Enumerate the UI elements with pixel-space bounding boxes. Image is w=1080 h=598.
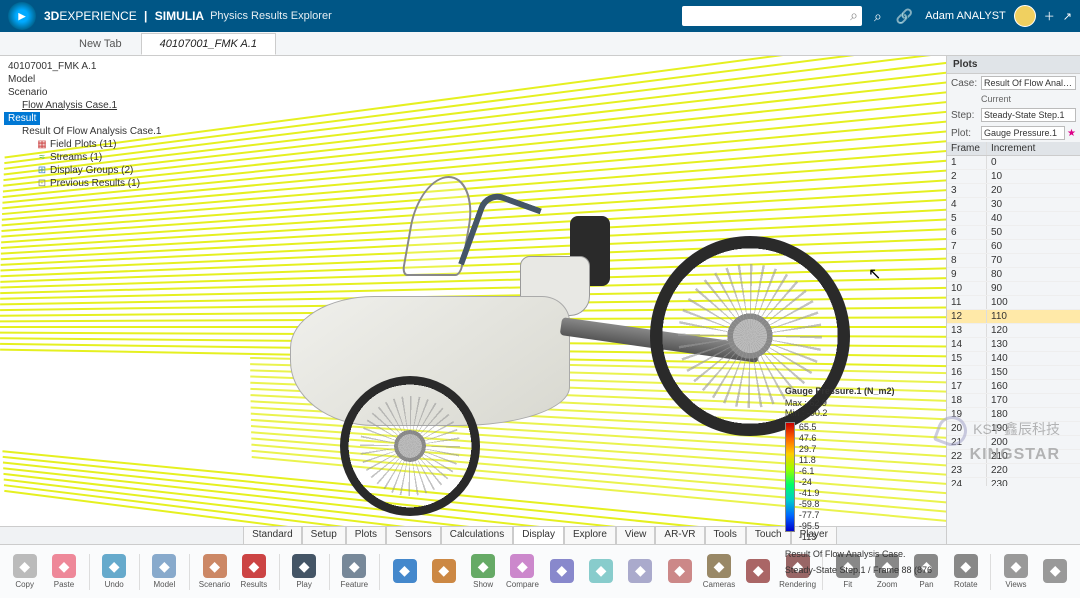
frame-row[interactable]: 1090 <box>947 282 1080 296</box>
frame-row[interactable]: 540 <box>947 212 1080 226</box>
frame-row[interactable]: 11100 <box>947 296 1080 310</box>
avatar[interactable] <box>1014 5 1036 27</box>
bottom-tab-setup[interactable]: Setup <box>302 526 346 544</box>
frame-row[interactable]: 650 <box>947 226 1080 240</box>
tree-model[interactable]: Model <box>4 73 164 86</box>
tree-displaygroups[interactable]: ⊞Display Groups (2) <box>32 164 164 177</box>
tool-icon[interactable]: ◆ <box>425 557 462 587</box>
frame-row[interactable]: 10 <box>947 156 1080 170</box>
tab-bar: New Tab 40107001_FMK A.1 <box>0 32 1080 56</box>
frame-table-head: Frame Increment <box>947 142 1080 156</box>
tool-icon[interactable]: ◆ <box>1037 557 1074 587</box>
bottom-tab-calculations[interactable]: Calculations <box>441 526 513 544</box>
tool-icon[interactable]: ◆ <box>543 557 580 587</box>
tree-scenario[interactable]: Scenario <box>4 86 164 99</box>
frame-row[interactable]: 24230 <box>947 478 1080 486</box>
watermark: KST 鑫辰科技 KINGSTAR <box>937 416 1060 464</box>
tool-feature[interactable]: ◆Feature <box>336 552 373 591</box>
compass-icon[interactable]: ▶ <box>8 2 36 30</box>
legend-min: Min : -90.2 <box>785 408 932 418</box>
frame-row[interactable]: 430 <box>947 198 1080 212</box>
legend-max: Max : 62.9 <box>785 398 932 408</box>
search-icon[interactable]: ⌕ <box>874 8 882 25</box>
workspace: ↖ 40107001_FMK A.1 Model Scenario Flow A… <box>0 56 1080 544</box>
frame-row[interactable]: 23220 <box>947 464 1080 478</box>
link-icon[interactable]: 🔗 <box>896 8 913 25</box>
frame-row[interactable]: 320 <box>947 184 1080 198</box>
tool-results[interactable]: ◆Results <box>235 552 272 591</box>
tool-play[interactable]: ◆Play <box>285 552 322 591</box>
top-icons: ⌕ 🔗 <box>874 8 913 25</box>
frame-row[interactable]: 870 <box>947 254 1080 268</box>
tool-icon[interactable]: ◆ <box>740 557 777 587</box>
tool-undo[interactable]: ◆Undo <box>96 552 133 591</box>
tool-icon[interactable]: ◆ <box>386 557 423 587</box>
tool-compare[interactable]: ◆Compare <box>504 552 541 591</box>
tool-icon[interactable]: ◆ <box>661 557 698 587</box>
tree-root[interactable]: 40107001_FMK A.1 <box>4 60 164 73</box>
bottom-tab-sensors[interactable]: Sensors <box>386 526 441 544</box>
frame-row[interactable]: 18170 <box>947 394 1080 408</box>
tool-rotate[interactable]: ◆Rotate <box>947 552 984 591</box>
search-input[interactable] <box>682 6 862 26</box>
frame-row[interactable]: 14130 <box>947 338 1080 352</box>
bottom-tab-view[interactable]: View <box>616 526 656 544</box>
bottom-tab-standard[interactable]: Standard <box>243 526 302 544</box>
bottom-tab-touch[interactable]: Touch <box>746 526 791 544</box>
favorite-icon[interactable]: ★ <box>1067 128 1076 139</box>
tree-flowcase[interactable]: Flow Analysis Case.1 <box>18 99 164 112</box>
top-bar: ▶ 3DEXPERIENCE | SIMULIA Physics Results… <box>0 0 1080 32</box>
frame-row[interactable]: 210 <box>947 170 1080 184</box>
bottom-tab-ar-vr[interactable]: AR-VR <box>655 526 704 544</box>
tree-prevresults[interactable]: ⊡Previous Results (1) <box>32 177 164 190</box>
frame-row[interactable]: 13120 <box>947 324 1080 338</box>
spec-tree: 40107001_FMK A.1 Model Scenario Flow Ana… <box>4 60 164 190</box>
tool-icon[interactable]: ◆ <box>622 557 659 587</box>
bottom-tab-tools[interactable]: Tools <box>705 526 746 544</box>
brand: 3DEXPERIENCE | SIMULIA <box>44 9 204 23</box>
tool-paste[interactable]: ◆Paste <box>45 552 82 591</box>
frame-row[interactable]: 760 <box>947 240 1080 254</box>
user-area: Adam ANALYST ＋ ↗ <box>925 5 1072 27</box>
legend-caption1: Result Of Flow Analysis Case. <box>785 549 932 559</box>
panel-header: Plots <box>947 56 1080 74</box>
color-legend: Gauge Pressure.1 (N_m2) Max : 62.9 Min :… <box>785 386 932 575</box>
tree-streams[interactable]: ≈Streams (1) <box>32 151 164 164</box>
plots-panel: Plots Case: Result Of Flow Analysis ... … <box>946 56 1080 544</box>
frame-row[interactable]: 16150 <box>947 366 1080 380</box>
tool-icon[interactable]: ◆ <box>582 557 619 587</box>
cursor-icon: ↖ <box>868 264 881 284</box>
app-name: Physics Results Explorer <box>210 10 332 22</box>
tab-new[interactable]: New Tab <box>60 33 141 55</box>
tool-cameras[interactable]: ◆Cameras <box>700 552 737 591</box>
tool-show[interactable]: ◆Show <box>464 552 501 591</box>
tool-copy[interactable]: ◆Copy <box>6 552 43 591</box>
tool-model[interactable]: ◆Model <box>146 552 183 591</box>
legend-gradient <box>785 422 795 532</box>
tool-views[interactable]: ◆Views <box>997 552 1034 591</box>
add-icon[interactable]: ＋ <box>1044 8 1055 24</box>
frame-row[interactable]: 17160 <box>947 380 1080 394</box>
user-name: Adam ANALYST <box>925 10 1006 22</box>
tool-scenario[interactable]: ◆Scenario <box>196 552 233 591</box>
case-select[interactable]: Result Of Flow Analysis ... <box>981 76 1076 90</box>
bottom-tab-display[interactable]: Display <box>513 526 564 544</box>
step-select[interactable]: Steady-State Step.1 <box>981 108 1076 122</box>
share-icon[interactable]: ↗ <box>1063 10 1072 23</box>
frame-row[interactable]: 980 <box>947 268 1080 282</box>
bottom-tab-plots[interactable]: Plots <box>346 526 386 544</box>
legend-title: Gauge Pressure.1 (N_m2) <box>785 386 932 396</box>
tree-fieldplots[interactable]: ▦Field Plots (11) <box>32 138 164 151</box>
frame-row[interactable]: 12110 <box>947 310 1080 324</box>
frame-row[interactable]: 15140 <box>947 352 1080 366</box>
plot-select[interactable]: Gauge Pressure.1 <box>981 126 1065 140</box>
legend-caption2: Steady-State Step.1 / Frame 88 (876 <box>785 565 932 575</box>
bike-model <box>280 166 800 506</box>
tree-result[interactable]: Result <box>4 112 40 125</box>
tree-result-of[interactable]: Result Of Flow Analysis Case.1 <box>18 125 164 138</box>
bottom-tab-explore[interactable]: Explore <box>564 526 616 544</box>
tab-active[interactable]: 40107001_FMK A.1 <box>141 33 276 55</box>
